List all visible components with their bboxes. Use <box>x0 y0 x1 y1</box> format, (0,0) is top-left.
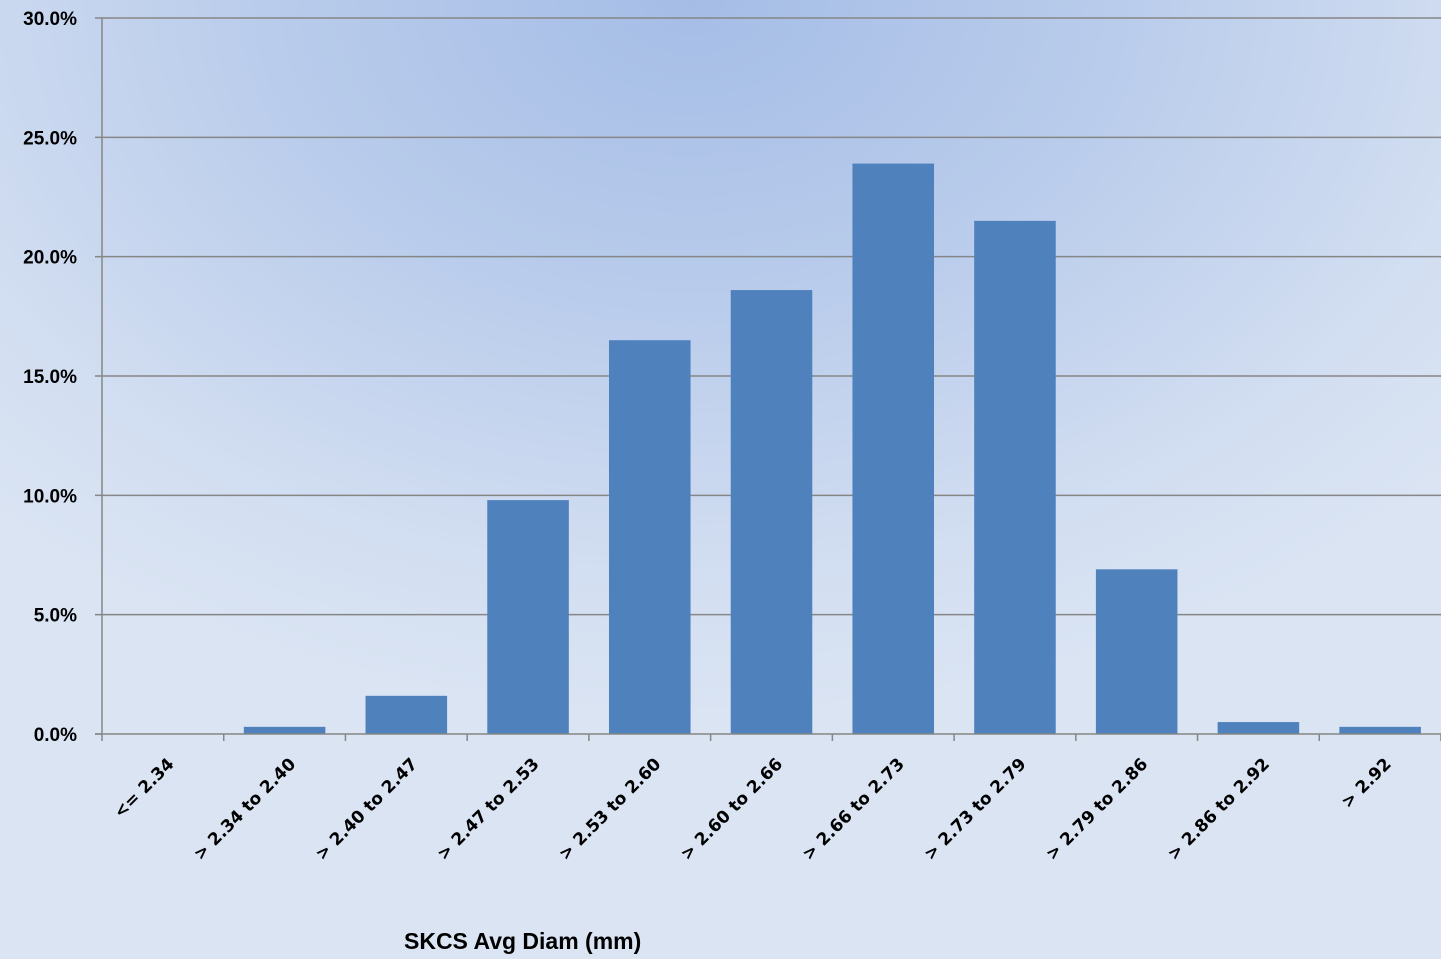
bar <box>243 726 326 734</box>
y-axis-tick-labels: 0.0% 5.0% 10.0% 15.0% 20.0% 25.0% 30.0% <box>23 9 77 746</box>
bar <box>487 500 569 734</box>
bar <box>1339 726 1421 734</box>
bar <box>1095 569 1178 734</box>
x-tick-label: > 2.73 to 2.79 <box>920 754 1030 864</box>
bar <box>608 340 691 734</box>
x-tick-label: > 2.86 to 2.92 <box>1164 754 1274 864</box>
y-tick-label: 20.0% <box>23 248 77 269</box>
x-tick-label: > 2.92 <box>1338 754 1396 812</box>
x-axis-title: SKCS Avg Diam (mm) <box>404 928 642 954</box>
y-tick-label: 10.0% <box>23 486 77 507</box>
y-tick-label: 25.0% <box>23 128 77 149</box>
x-axis-tick-labels: <= 2.34 > 2.34 to 2.40 > 2.40 to 2.47 > 2.4… <box>110 754 1395 864</box>
y-tick-label: 15.0% <box>23 367 77 388</box>
bar <box>852 163 935 734</box>
bar <box>1217 722 1300 734</box>
x-tick-label: > 2.40 to 2.47 <box>312 754 422 864</box>
bar <box>365 695 448 734</box>
x-tick-label: > 2.53 to 2.60 <box>555 754 665 864</box>
x-tick-label: > 2.66 to 2.73 <box>799 754 909 864</box>
y-tick-label: 0.0% <box>34 725 77 746</box>
x-tick-label: > 2.47 to 2.53 <box>433 754 543 864</box>
x-tick-label: > 2.60 to 2.66 <box>677 754 787 864</box>
y-tick-label: 5.0% <box>34 606 77 627</box>
bar <box>730 290 813 734</box>
x-tick-label: <= 2.34 <box>110 754 178 822</box>
x-tick-label: > 2.34 to 2.40 <box>190 754 300 864</box>
axes <box>95 17 1441 741</box>
bar <box>974 220 1056 734</box>
y-tick-label: 30.0% <box>23 9 77 30</box>
x-tick-label: > 2.79 to 2.86 <box>1042 754 1152 864</box>
bars <box>243 163 1421 734</box>
